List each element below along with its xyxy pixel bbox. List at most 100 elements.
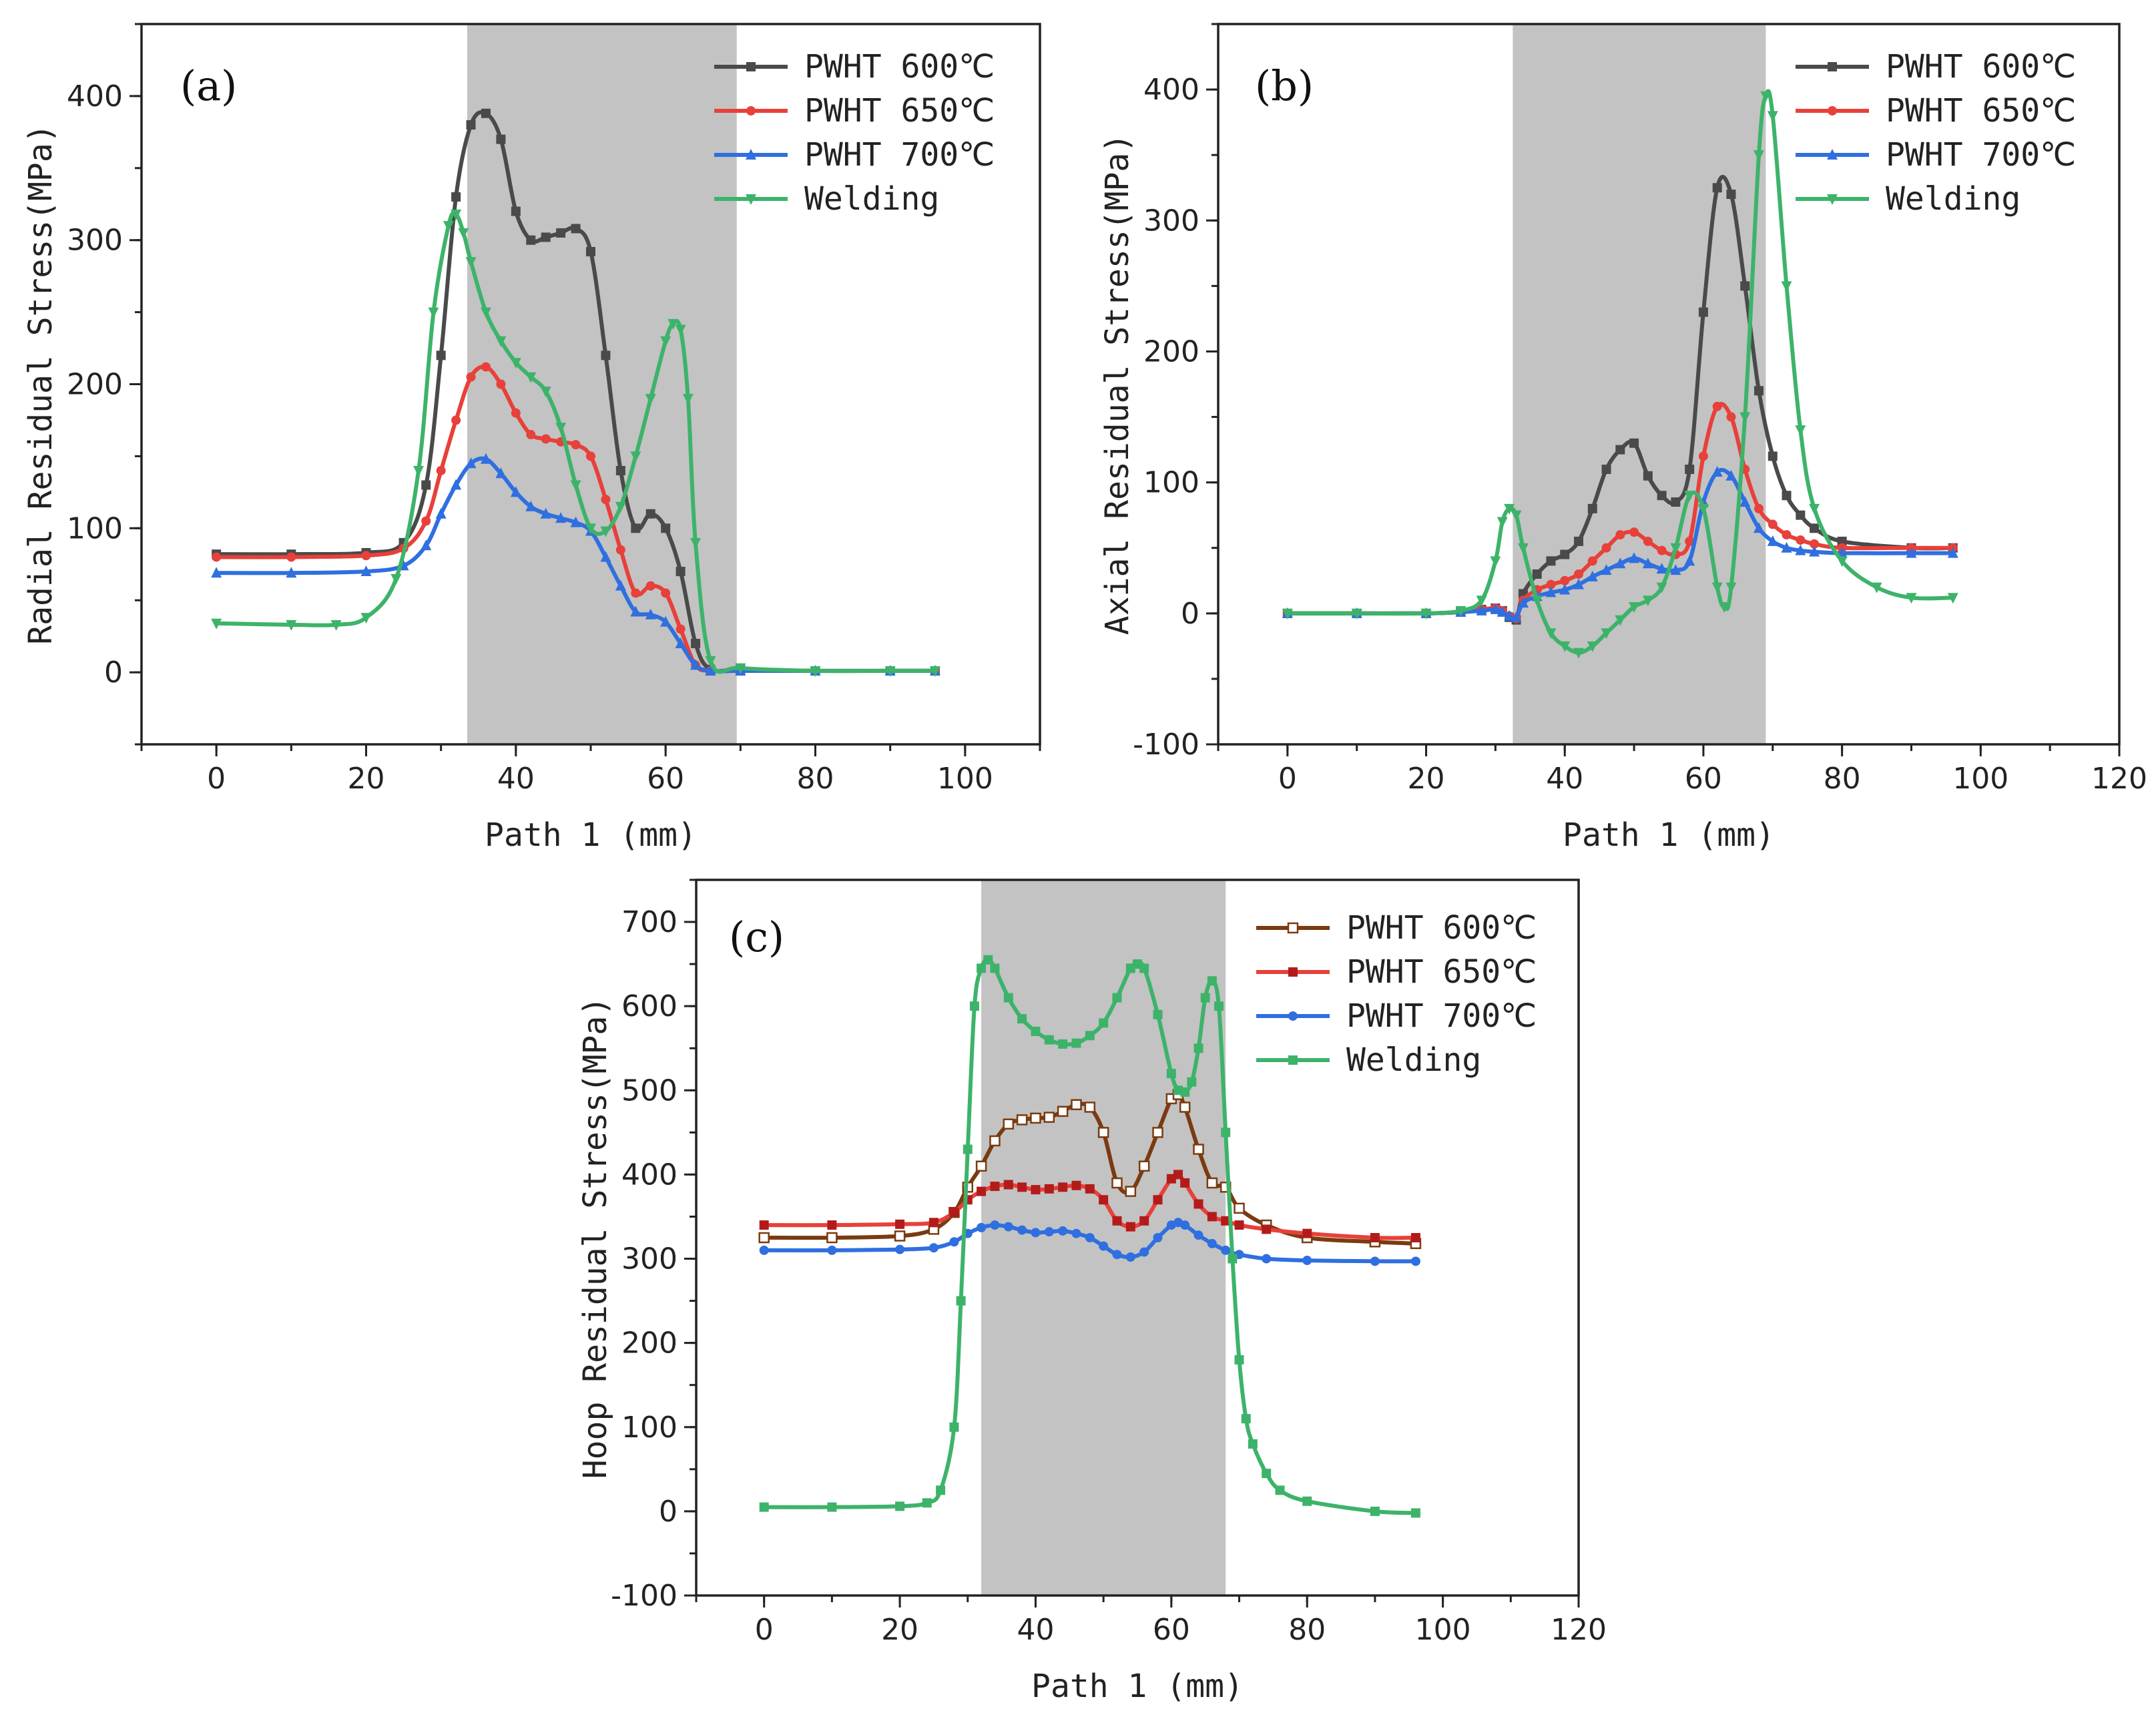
data-point [977,1222,987,1232]
data-point [540,387,551,398]
data-point [1193,1043,1203,1053]
legend-marker [1288,967,1298,977]
data-point [1112,1216,1122,1226]
data-point [1111,1177,1123,1189]
data-point [211,567,222,578]
data-point [1410,1256,1420,1266]
data-point [1656,582,1667,593]
data-point [1016,1114,1028,1126]
data-point [436,465,446,475]
y-tick-label: 300 [621,1242,678,1276]
data-point [496,379,506,389]
data-point [1030,1112,1041,1124]
data-point [526,235,536,245]
data-point [1615,557,1626,569]
data-point [1754,150,1764,162]
data-point [990,1182,1000,1192]
data-point [1781,541,1792,553]
data-point [1490,603,1501,614]
data-point [1166,1069,1176,1079]
legend-marker [1827,194,1838,205]
data-point [645,394,656,405]
data-point [1796,535,1806,545]
data-point [1152,1127,1163,1138]
y-axis-title: Hoop Residual Stress(MPa) [577,997,614,1479]
y-tick-label: 600 [621,989,678,1023]
data-point [525,372,537,383]
data-point [1587,641,1598,652]
data-point [1573,578,1584,589]
plot-frame [1217,23,2121,746]
data-point [1420,608,1432,620]
legend-marker [746,194,756,205]
data-point [555,423,567,434]
legend-marker [1288,1011,1298,1021]
x-tick-label: 0 [207,762,226,796]
data-point [1657,491,1667,501]
data-point [1739,496,1751,507]
data-point [1221,1245,1231,1255]
data-point [495,336,507,347]
chart-panel-c: 0 20 40 60 80 100 120 -100 0 100 200 300 400 500 600 70… [577,879,1607,1705]
data-point [1767,111,1778,122]
data-point [1099,1195,1109,1205]
data-point [360,613,372,624]
x-tick-label: 80 [1824,762,1861,796]
data-point [990,1220,1000,1230]
data-point [1906,593,1917,604]
data-point [1085,1233,1095,1242]
data-point [1684,491,1695,502]
data-point [975,1160,987,1172]
data-point [1643,536,1653,546]
data-point [1809,503,1820,515]
data-point [690,659,702,670]
data-point [428,307,439,318]
data-point [555,512,567,523]
data-point [451,479,462,490]
legend-label: Welding [1886,180,2020,218]
data-point [1112,1250,1122,1260]
data-point [1214,1001,1224,1011]
data-point [212,552,222,562]
data-point [977,963,987,973]
data-point [1099,1018,1109,1028]
x-tick-label: 20 [348,762,385,796]
data-point [1003,1118,1015,1130]
data-point [1370,1506,1380,1516]
data-point [1180,1087,1190,1097]
data-point [1711,465,1723,477]
panel-label: (c) [729,913,784,961]
data-point [586,246,595,256]
data-point [1560,575,1570,585]
data-point [601,350,611,360]
data-point [1370,1233,1380,1242]
data-point [1768,519,1778,529]
data-point [1615,530,1625,540]
data-point [631,588,641,598]
data-point [480,307,491,318]
data-point [1573,648,1584,659]
legend-marker [1828,106,1837,115]
data-point [1084,1101,1096,1113]
legend-marker [746,106,756,115]
data-point [1795,544,1806,555]
plot-frame [695,879,1580,1597]
panel-label: (b) [1255,61,1314,110]
data-point [1206,1177,1218,1189]
data-point [676,624,686,634]
x-tick-label: 0 [755,1613,774,1647]
data-point [660,616,671,627]
y-tick-label: 100 [67,511,123,545]
data-point [969,1001,979,1011]
data-point [1003,993,1013,1003]
y-tick-label: 200 [621,1326,678,1361]
data-point [1782,491,1792,501]
data-point [1180,1220,1190,1230]
data-point [1058,1182,1068,1192]
data-point [660,336,671,347]
legend-label: PWHT 700℃ [1886,136,2076,174]
data-point [1153,1233,1163,1242]
data-point [1587,570,1598,581]
legend-label: PWHT 650℃ [1886,92,2076,130]
y-tick-label: 400 [1143,73,1199,107]
